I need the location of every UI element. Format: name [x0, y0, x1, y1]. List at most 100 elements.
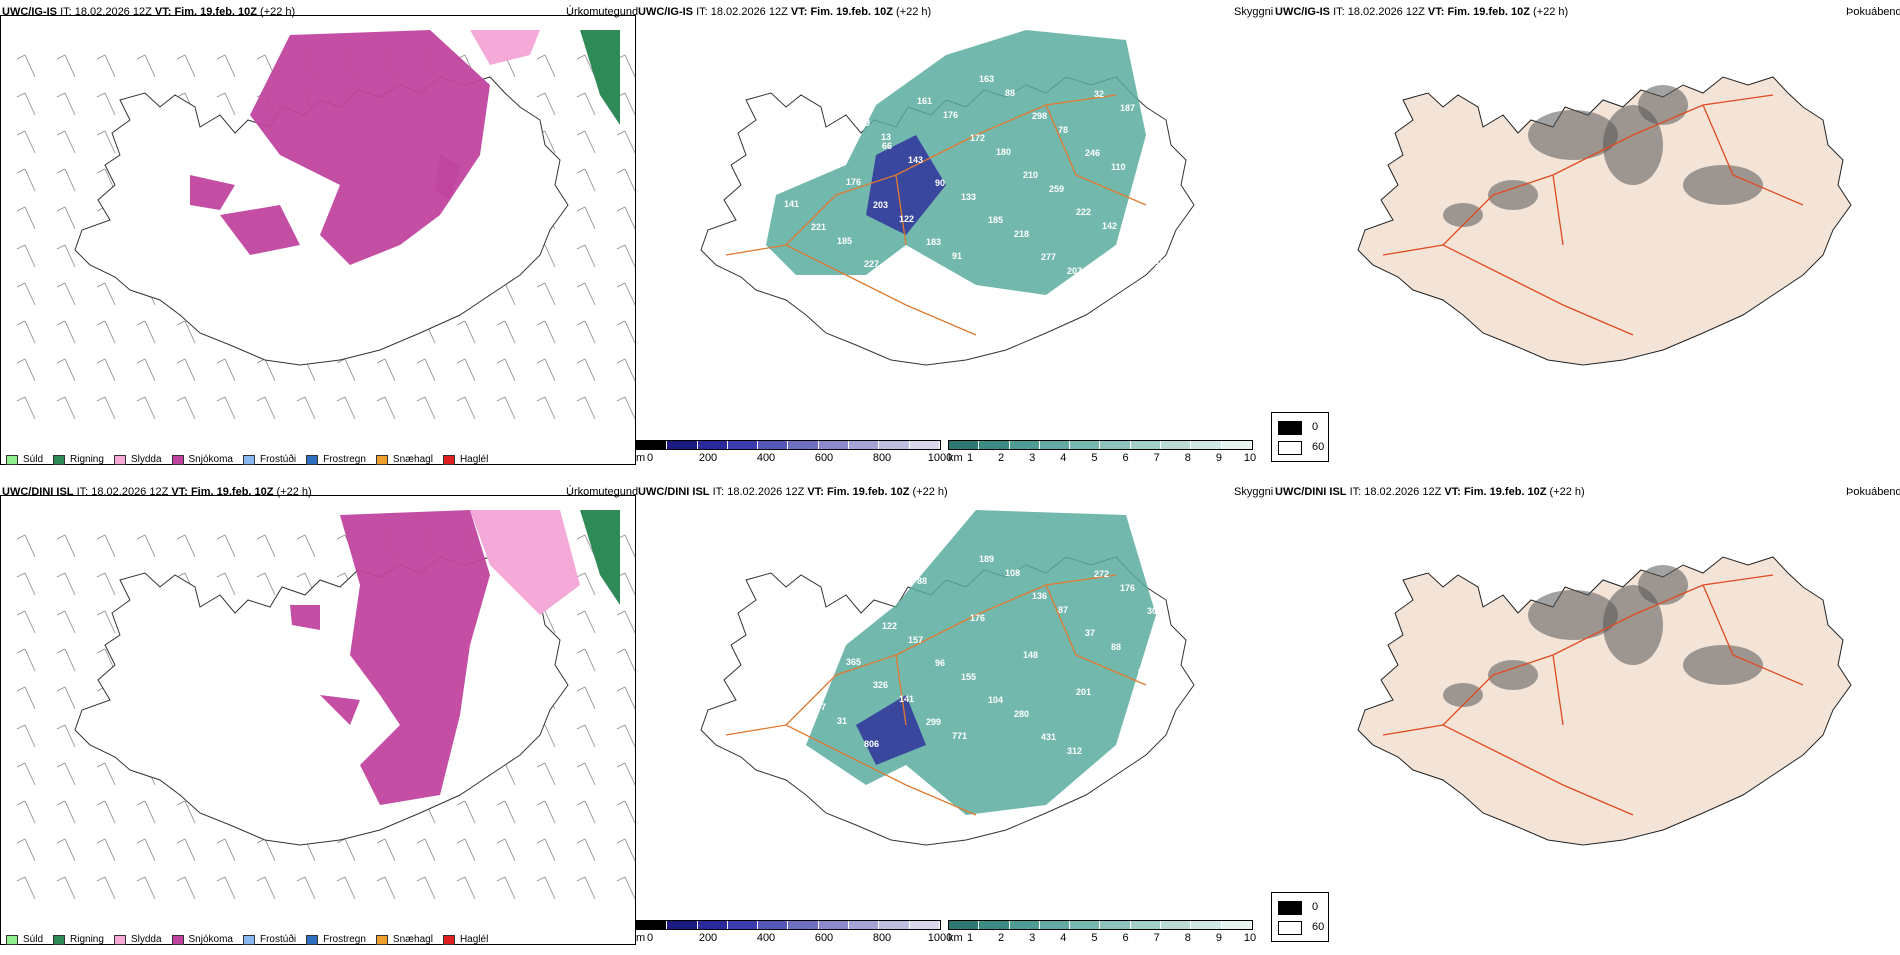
panel-name: Skyggni: [1234, 486, 1274, 498]
wind-barb: [16, 358, 36, 382]
visibility-value-label: 277: [1041, 252, 1056, 262]
visibility-value-label: 32: [1094, 89, 1104, 99]
vt-value: Fim. 19.feb. 10Z: [1463, 486, 1547, 498]
colorbar-tick: 7: [1153, 452, 1160, 464]
wind-barb: [56, 610, 76, 634]
iceland-outline: [1357, 556, 1852, 846]
visibility-value-label: 377: [811, 702, 826, 712]
precip-map: [16, 30, 636, 420]
wind-barb: [576, 838, 596, 862]
fog-shade: [1488, 180, 1538, 210]
legend-label: Rigning: [70, 934, 104, 945]
visibility-value-label: 189: [979, 554, 994, 564]
it-label: IT:: [696, 6, 708, 18]
wind-barb: [56, 534, 76, 558]
visibility-value-label: 771: [952, 731, 967, 741]
lead-time: (+22 h): [912, 486, 948, 498]
it-label: IT:: [712, 486, 725, 498]
vt-value: Fim. 19.feb. 10Z: [174, 6, 257, 18]
wind-barb: [16, 572, 36, 596]
vt-label: VT:: [171, 486, 188, 498]
fog-shade: [1638, 85, 1688, 125]
wind-barb: [536, 762, 556, 786]
legend-item: Rigning: [53, 454, 104, 465]
legend-label: Snjókoma: [188, 454, 233, 465]
colorbar-tick: 4: [1060, 452, 1067, 464]
panel-name: Úrkomutegund: [566, 6, 639, 18]
visibility-value-label: 312: [1067, 746, 1082, 756]
wind-barb: [56, 800, 76, 824]
snow-area: [190, 175, 235, 210]
wind-barb: [456, 876, 476, 900]
precip-legend: Súld Rigning Slydda Snjókoma Frostúði Frostre…: [6, 934, 488, 945]
vt-value: Fim. 19.feb. 10Z: [190, 486, 274, 498]
panel-title: UWC/IG-IS IT: 18.02.2026 12Z VT: Fim. 19…: [638, 6, 931, 18]
wind-barb: [296, 876, 316, 900]
visibility-value-label: 83: [829, 104, 839, 114]
fog-index-legend: 0 60: [1271, 892, 1329, 942]
visibility-value-label: 33: [890, 553, 900, 563]
unit-km: km: [948, 932, 963, 944]
snow-area: [435, 155, 460, 200]
colorbar-tick: 2: [998, 452, 1005, 464]
legend-label: Slydda: [130, 934, 162, 945]
wind-barb: [536, 282, 556, 306]
wind-barb: [536, 800, 556, 824]
colorbar-tick: 9: [1215, 452, 1222, 464]
wind-barb: [496, 396, 516, 420]
visibility-value-label: 104: [988, 695, 1003, 705]
it-value: 18.02.2026 12Z: [727, 486, 805, 498]
panel-title: UWC/IG-IS IT: 18.02.2026 12Z VT: Fim. 19…: [2, 6, 295, 18]
wind-barb: [176, 320, 196, 344]
visibility-map: 237 174 122 96 104 431 272 302 365 326 299 189 136 37…: [700, 510, 1195, 846]
legend-swatch: [171, 934, 184, 945]
visibility-value-label: 172: [970, 133, 985, 143]
legend-swatch: [53, 454, 66, 465]
wind-barb: [616, 838, 636, 862]
model-name: UWC/DINI ISL: [638, 486, 710, 498]
panel-title: UWC/DINI ISL IT: 18.02.2026 12Z VT: Fim.…: [1275, 486, 1585, 498]
road-network: [1382, 94, 1804, 336]
visibility-value-label: 143: [908, 155, 923, 165]
wind-barb: [96, 396, 116, 420]
visibility-value-label: 78: [1058, 125, 1068, 135]
visibility-value-label: 298: [1032, 111, 1047, 121]
lead-time: (+22 h): [260, 6, 296, 18]
wind-barb: [96, 92, 116, 116]
legend-label: Haglél: [459, 934, 489, 945]
legend-label: Snjókoma: [188, 934, 233, 945]
wind-barb: [96, 572, 116, 596]
wind-barb: [176, 396, 196, 420]
wind-barb: [616, 206, 636, 230]
it-value: 18.02.2026 12Z: [1364, 486, 1442, 498]
panel-name: Þokuábendi: [1846, 486, 1900, 498]
wind-barb: [616, 244, 636, 268]
visibility-value-label: 9: [828, 95, 833, 105]
wind-barb: [16, 800, 36, 824]
wind-barb: [16, 168, 36, 192]
visibility-value-label: 187: [1120, 103, 1135, 113]
vt-label: VT:: [790, 6, 808, 18]
colorbar-km: [948, 440, 1253, 450]
wind-barb: [576, 534, 596, 558]
wind-barb: [256, 358, 276, 382]
legend-swatch: [442, 454, 455, 465]
visibility-value-label: 218: [1014, 229, 1029, 239]
wind-barb: [136, 800, 156, 824]
fog-map: [1357, 556, 1852, 846]
lead-time: (+22 h): [1549, 486, 1585, 498]
wind-barb: [96, 838, 116, 862]
visibility-value-label: 365: [820, 643, 835, 653]
colorbar-tick: 0: [646, 452, 654, 464]
visibility-value-label: 207: [1067, 266, 1082, 276]
wind-barb: [16, 92, 36, 116]
wind-barb: [56, 396, 76, 420]
visibility-value-label: 299: [926, 717, 941, 727]
legend-label: Haglél: [459, 454, 489, 465]
wind-barb: [176, 534, 196, 558]
legend-label: Frostúði: [259, 454, 297, 465]
snow-area: [290, 605, 320, 630]
wind-barb: [176, 54, 196, 78]
visibility-value-label: 259: [1049, 184, 1064, 194]
visibility-value-label: 176: [970, 613, 985, 623]
